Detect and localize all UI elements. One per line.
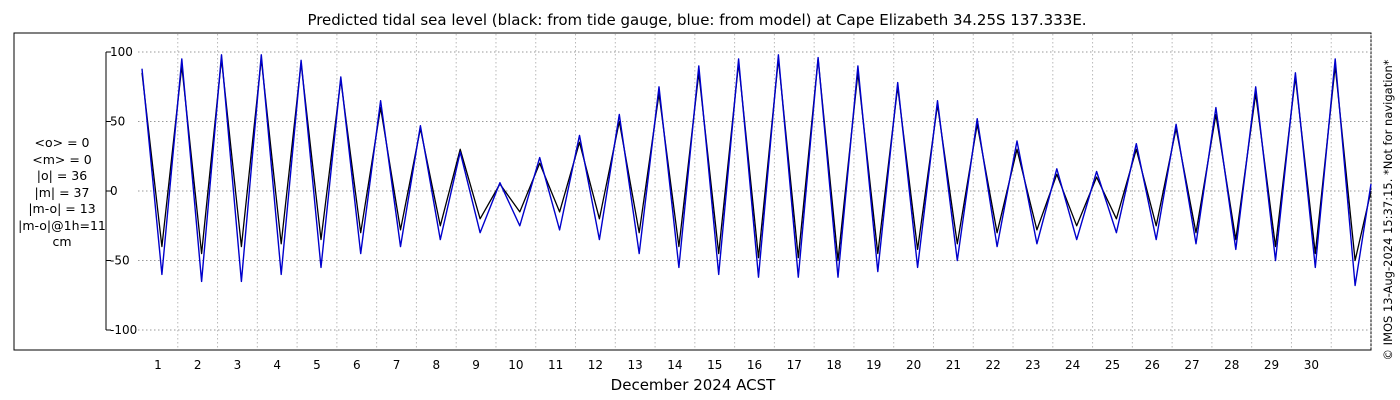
copyright-note: © IMOS 13-Aug-2024 15:37:15. *Not for na… bbox=[1381, 59, 1395, 360]
chart-title: Predicted tidal sea level (black: from t… bbox=[307, 11, 1086, 29]
x-tick-label: 6 bbox=[353, 358, 361, 372]
x-tick-label: 13 bbox=[628, 358, 643, 372]
stats-panel: <o> = 0 <m> = 0 |o| = 36 |m| = 37 |m-o| … bbox=[18, 135, 106, 249]
x-tick-label: 29 bbox=[1264, 358, 1279, 372]
series-gauge-line bbox=[141, 58, 1372, 262]
x-tick-label: 14 bbox=[667, 358, 682, 372]
x-tick-label: 24 bbox=[1065, 358, 1080, 372]
x-tick-label: 2 bbox=[194, 358, 202, 372]
x-tick-label: 30 bbox=[1304, 358, 1319, 372]
stat-abs-diff: |m-o| = 13 bbox=[28, 201, 95, 216]
series-model-line bbox=[141, 54, 1372, 287]
y-tick-label: -100 bbox=[110, 323, 137, 337]
x-tick-labels: 1 2 3 4 5 6 7 8 9 10 11 12 13 14 15 16 17 18 19 20 21 22 23 24 2… bbox=[154, 358, 1319, 372]
x-tick-label: 26 bbox=[1145, 358, 1160, 372]
x-tick-label: 16 bbox=[747, 358, 762, 372]
stat-units: cm bbox=[52, 234, 71, 249]
y-tick-label: 100 bbox=[110, 45, 133, 59]
x-tick-label: 8 bbox=[432, 358, 440, 372]
series-lines bbox=[141, 54, 1372, 287]
stat-abs-model: |m| = 37 bbox=[35, 185, 90, 200]
x-tick-label: 23 bbox=[1025, 358, 1040, 372]
x-tick-label: 7 bbox=[393, 358, 401, 372]
x-tick-label: 5 bbox=[313, 358, 321, 372]
x-tick-label: 21 bbox=[946, 358, 961, 372]
y-axis bbox=[105, 51, 111, 331]
x-tick-label: 19 bbox=[866, 358, 881, 372]
x-tick-label: 1 bbox=[154, 358, 162, 372]
x-tick-label: 9 bbox=[472, 358, 480, 372]
x-axis-label: December 2024 ACST bbox=[611, 376, 776, 394]
x-tick-label: 11 bbox=[548, 358, 563, 372]
stat-mean-observed: <o> = 0 bbox=[35, 135, 90, 150]
stat-abs-diff-1h: |m-o|@1h=11 bbox=[18, 218, 106, 233]
grid-lines bbox=[138, 34, 1372, 349]
x-tick-label: 20 bbox=[906, 358, 921, 372]
y-tick-label: -50 bbox=[110, 254, 130, 268]
x-tick-label: 25 bbox=[1105, 358, 1120, 372]
y-tick-label: 50 bbox=[110, 115, 125, 129]
x-tick-label: 3 bbox=[234, 358, 242, 372]
x-tick-label: 22 bbox=[986, 358, 1001, 372]
x-tick-label: 4 bbox=[273, 358, 281, 372]
x-tick-label: 17 bbox=[787, 358, 802, 372]
y-tick-label: 0 bbox=[110, 184, 118, 198]
stat-mean-model: <m> = 0 bbox=[32, 152, 92, 167]
stat-abs-observed: |o| = 36 bbox=[37, 168, 87, 183]
x-tick-label: 10 bbox=[508, 358, 523, 372]
x-tick-label: 27 bbox=[1184, 358, 1199, 372]
y-tick-labels: 100 50 0 -50 -100 bbox=[110, 45, 137, 337]
x-tick-label: 12 bbox=[588, 358, 603, 372]
x-tick-label: 18 bbox=[826, 358, 841, 372]
x-tick-label: 28 bbox=[1224, 358, 1239, 372]
x-tick-label: 15 bbox=[707, 358, 722, 372]
